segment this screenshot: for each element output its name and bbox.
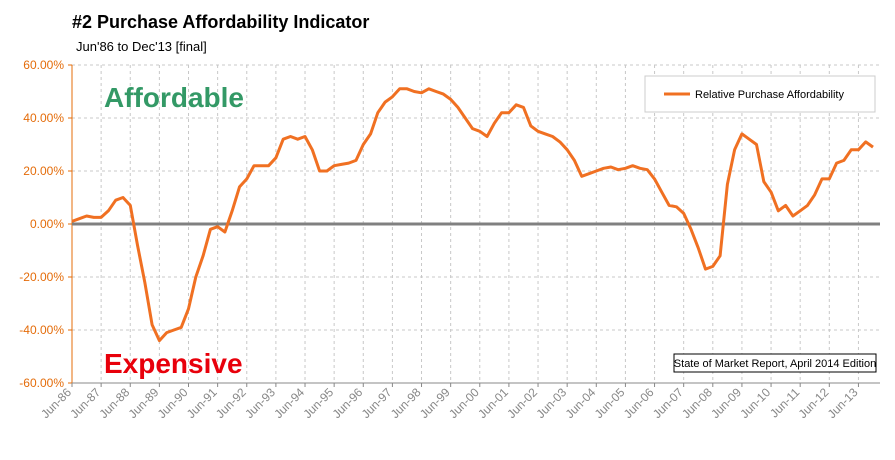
chart-title: #2 Purchase Affordability Indicator [72,12,369,32]
chart-subtitle: Jun'86 to Dec'13 [final] [76,39,207,54]
y-tick-label: -20.00% [19,270,64,284]
annotation-expensive: Expensive [104,348,243,379]
y-tick-label: -60.00% [19,376,64,390]
annotation-affordable: Affordable [104,82,244,113]
y-tick-label: -40.00% [19,323,64,337]
y-tick-label: 60.00% [23,58,64,72]
source-note: State of Market Report, April 2014 Editi… [674,358,876,370]
y-tick-label: 40.00% [23,111,64,125]
data-line [71,87,874,343]
y-tick-label: 20.00% [23,164,64,178]
y-tick-label: 0.00% [30,217,64,231]
source-box [673,353,877,373]
legend-label: Relative Purchase Affordability [695,89,844,101]
